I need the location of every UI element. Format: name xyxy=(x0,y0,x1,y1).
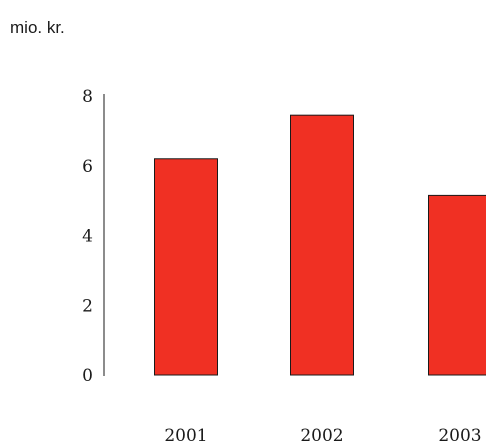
x-tick-label: 2003 xyxy=(438,426,481,445)
bars xyxy=(154,114,486,376)
y-tick-label: 6 xyxy=(82,157,93,177)
x-tick-labels: 2001 2002 2003 xyxy=(164,426,481,445)
y-tick-labels: 0 2 4 6 8 xyxy=(82,87,93,386)
y-tick-label: 8 xyxy=(82,87,93,107)
bar xyxy=(154,158,218,376)
bar xyxy=(428,194,486,376)
y-tick-label: 2 xyxy=(82,296,93,316)
x-tick-label: 2001 xyxy=(164,426,207,445)
y-tick-label: 4 xyxy=(82,227,93,247)
y-tick-label: 0 xyxy=(82,366,93,386)
x-tick-label: 2002 xyxy=(300,426,343,445)
bar xyxy=(290,114,354,376)
y-axis-unit-label: mio. kr. xyxy=(10,18,65,37)
